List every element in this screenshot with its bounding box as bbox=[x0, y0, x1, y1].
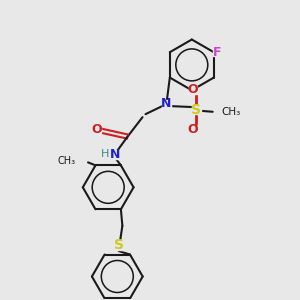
Text: S: S bbox=[191, 103, 201, 117]
Text: O: O bbox=[188, 83, 198, 96]
Bar bbox=[93, 125, 101, 133]
Bar bbox=[102, 150, 109, 159]
Bar bbox=[188, 125, 197, 134]
Text: CH₃: CH₃ bbox=[222, 107, 241, 117]
Text: O: O bbox=[92, 123, 103, 136]
Text: O: O bbox=[188, 123, 198, 136]
Text: S: S bbox=[114, 238, 124, 252]
Bar bbox=[188, 85, 197, 94]
Bar bbox=[192, 105, 201, 114]
Bar bbox=[162, 100, 171, 108]
Text: F: F bbox=[212, 46, 221, 59]
Text: H: H bbox=[101, 149, 110, 160]
Bar bbox=[114, 241, 123, 250]
Bar bbox=[214, 48, 220, 56]
Text: N: N bbox=[110, 148, 120, 161]
Text: CH₃: CH₃ bbox=[58, 156, 76, 166]
Bar bbox=[111, 150, 119, 159]
Text: N: N bbox=[161, 97, 172, 110]
